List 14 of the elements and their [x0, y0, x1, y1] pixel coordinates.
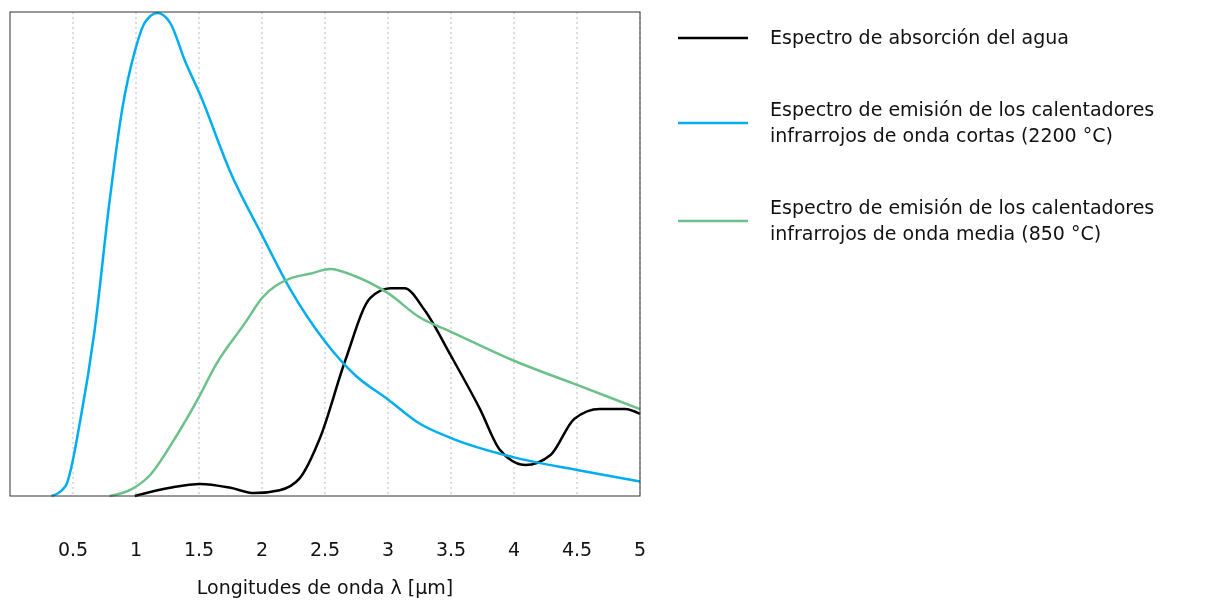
x-tick-label: 3.5	[435, 538, 467, 560]
legend-label: Espectro de absorción del agua	[770, 26, 1069, 48]
x-tick-label: 4.5	[561, 538, 593, 560]
x-tick-label: 3	[381, 538, 395, 560]
legend-label: Espectro de emisión de los calentadores infrarrojos de onda media (850 °C)	[770, 196, 1155, 244]
x-tick-label: 2	[255, 538, 269, 560]
x-tick-label: 1	[129, 538, 143, 560]
x-tick-label: 4	[507, 538, 521, 560]
x-tick-label: 5	[633, 538, 647, 560]
x-tick-label: 2.5	[309, 538, 341, 560]
x-axis-title: Longitudes de onda λ [µm]	[196, 576, 454, 598]
legend-label: Espectro de emisión de los calentadores infrarrojos de onda cortas (2200 °C)	[770, 98, 1155, 146]
x-tick-label: 1.5	[183, 538, 215, 560]
x-tick-label: 0.5	[57, 538, 89, 560]
